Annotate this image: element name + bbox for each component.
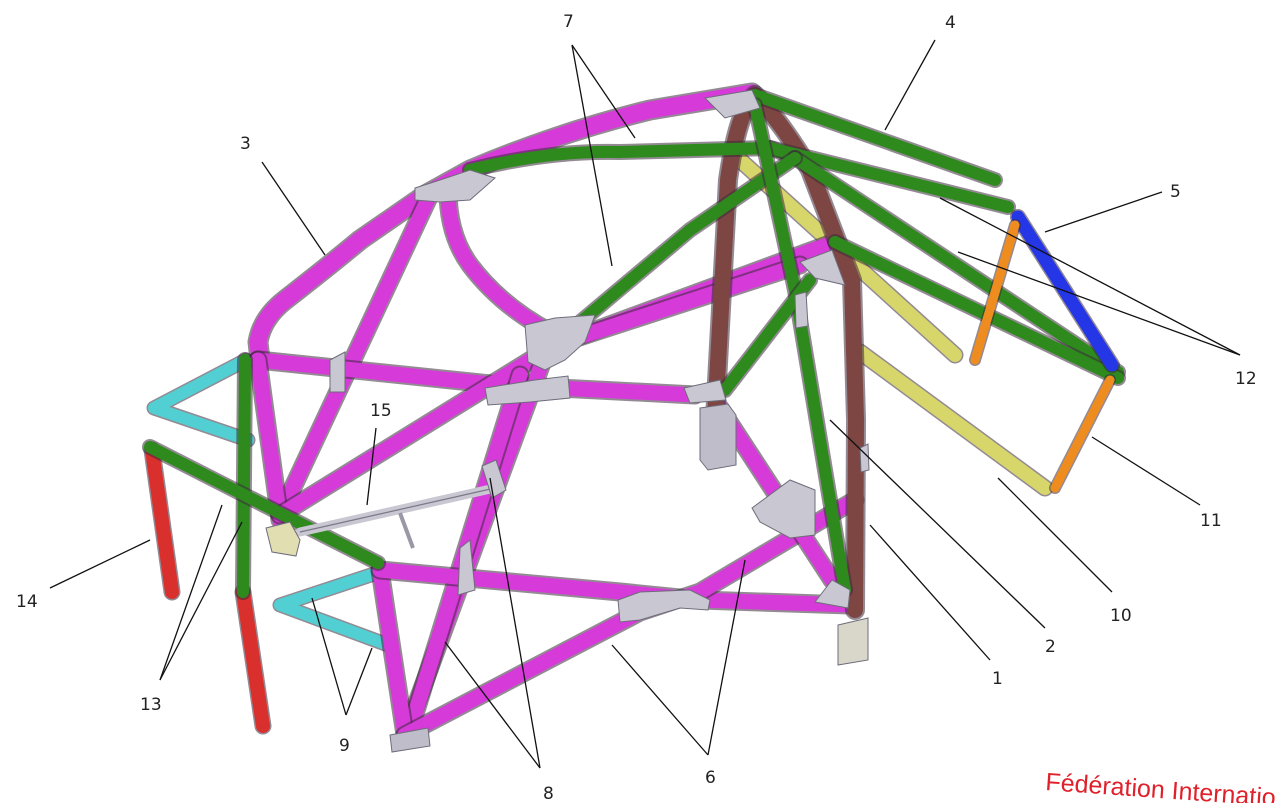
callout-label-8: 8 [543,784,554,803]
gusset-plate [751,479,816,539]
mounting-foot [837,617,869,666]
gusset-plate [859,443,870,473]
fia-watermark-text: Fédération Internatio [1045,768,1277,803]
callout-label-4: 4 [945,13,956,33]
leader-line-13b [159,521,243,681]
red-front-tubes [143,441,272,735]
callout-label-9: 9 [339,736,350,756]
gusset-plate [683,379,727,404]
callout-label-15: 15 [370,401,392,421]
callout-label-12: 12 [1235,369,1257,389]
leader-line-1 [869,524,991,661]
leader-line-6b [707,559,746,756]
mounting-foot [265,521,301,557]
gusset-plate [703,89,761,119]
gusset-plate [814,579,851,609]
gusset-plate [481,459,507,499]
leader-line-4 [884,39,936,131]
leader-line-5 [1044,191,1163,233]
callout-label-1: 1 [992,669,1003,689]
callout-label-7: 7 [563,12,574,32]
leader-line-8a [444,641,541,769]
leader-line-14 [49,539,151,589]
gusset-plate [794,291,809,329]
callout-labels: 1 2 3 4 5 6 7 8 9 10 11 12 13 14 15 [16,12,1257,803]
leader-line-3 [261,161,326,256]
gusset-plate [484,375,571,406]
cyan-tubes [146,352,396,653]
callout-label-6: 6 [705,768,716,788]
gusset-plate [457,539,476,596]
gusset-plate [799,249,846,286]
mounting-foot [389,727,431,753]
leader-line-12a [957,251,1241,356]
gusset-plate [414,169,496,203]
leader-line-2 [829,419,1046,629]
magenta-tubes [247,82,865,745]
callout-label-3: 3 [240,134,251,154]
leader-line-9a [311,597,347,716]
gusset-plate [617,589,711,623]
gusset-plate [524,314,596,371]
leader-line-13a [159,504,223,681]
callout-label-5: 5 [1170,182,1181,202]
callout-label-2: 2 [1045,637,1056,657]
callout-label-13: 13 [140,695,162,715]
leader-line-12b [939,197,1241,356]
leader-line-10 [997,477,1113,593]
green-tubes [142,87,1126,600]
leader-line-8b [489,477,541,769]
orange-tubes [969,219,1116,494]
gusset-plate [329,351,346,393]
leader-line-11 [1091,436,1201,506]
leader-line-7b [571,44,613,267]
callout-label-11: 11 [1200,511,1222,531]
leader-line-15 [366,427,377,506]
leader-line-7a [571,44,636,139]
callout-label-14: 14 [16,592,38,612]
callout-label-10: 10 [1110,606,1132,626]
callout-leader-lines [49,39,1241,769]
gusset-plates [265,89,870,753]
leader-line-6a [611,644,709,756]
leader-line-9b [345,647,373,716]
grey-harness-bar [295,483,500,549]
mounting-foot [699,403,737,471]
roll-cage-tubes [142,82,1126,745]
